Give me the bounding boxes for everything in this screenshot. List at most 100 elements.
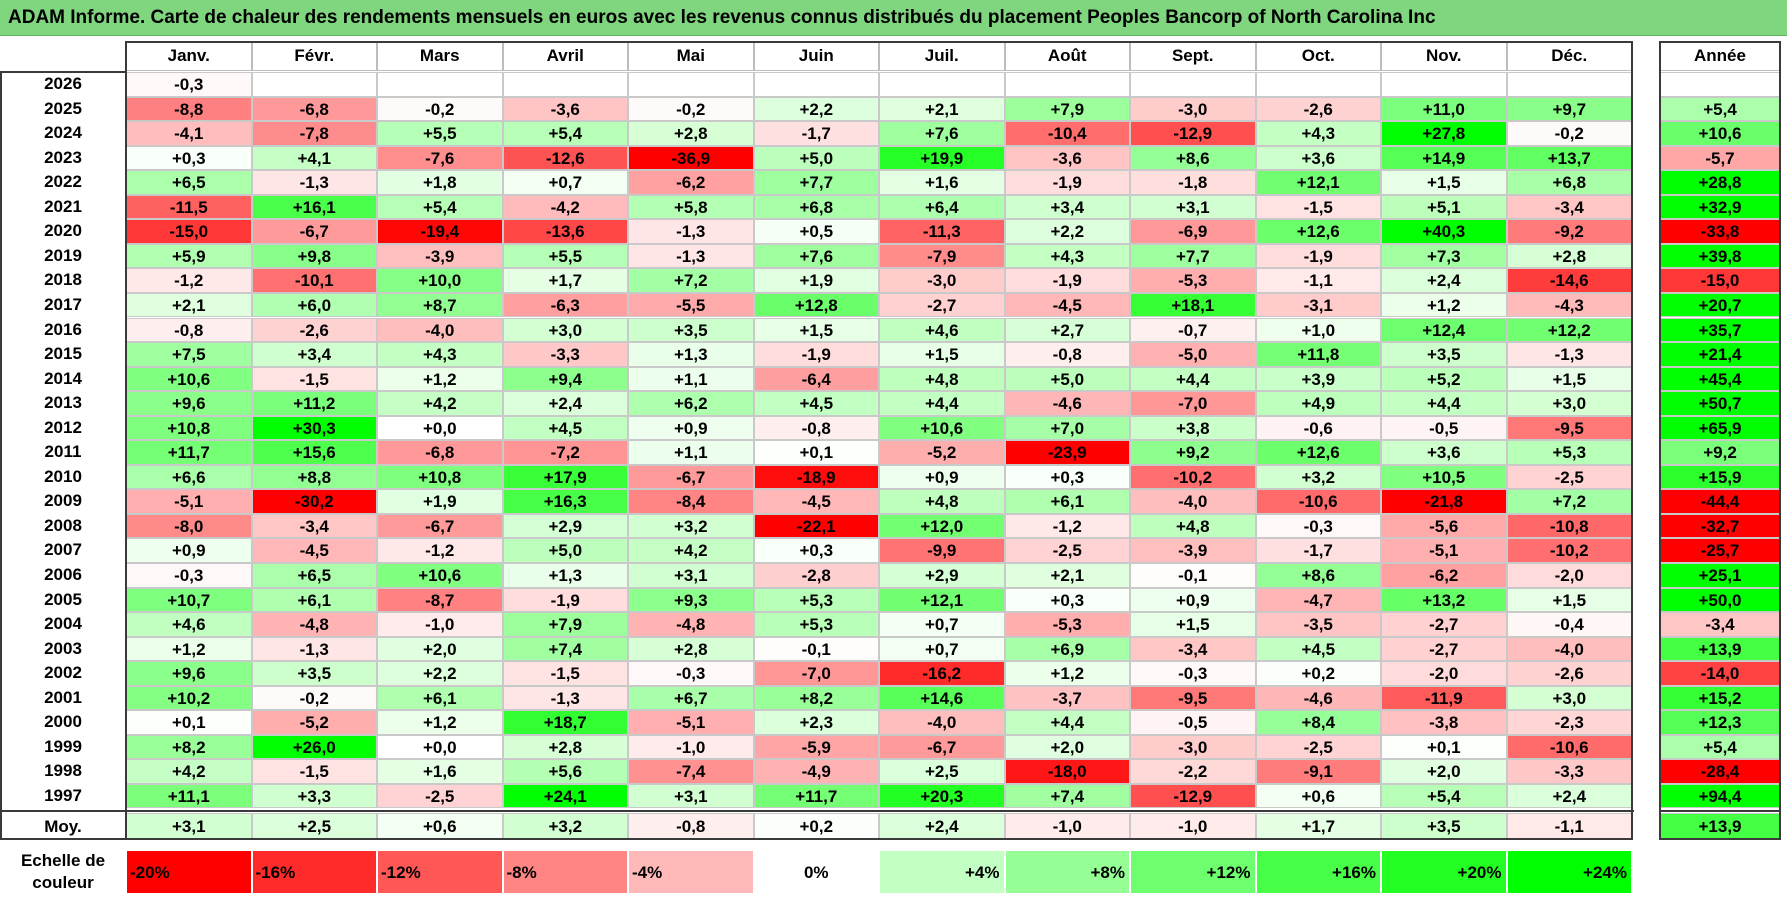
heatmap-cell: +8,6: [1255, 563, 1381, 588]
heatmap-cell: +14,9: [1381, 145, 1507, 171]
heatmap-cell: -12,6: [502, 145, 628, 171]
heatmap-cell: -4,0: [377, 317, 503, 343]
heatmap-cell: -10,2: [1506, 538, 1632, 563]
heatmap-cell: +5,3: [1506, 440, 1632, 465]
year-label: 2005: [44, 589, 82, 609]
heatmap-cell: -4,1: [126, 121, 252, 146]
year-label: 2023: [44, 147, 82, 167]
annual-cell: +65,9: [1660, 415, 1780, 441]
heatmap-cell: -0,8: [753, 415, 879, 441]
heatmap-cell: +12,2: [1506, 317, 1632, 343]
heatmap-cell: +4,3: [377, 342, 503, 367]
heatmap-cell: +5,1: [1381, 194, 1507, 220]
scale-swatch: -8%: [502, 849, 628, 894]
heatmap-cell: +2,0: [1381, 759, 1507, 784]
annual-cell: +45,4: [1660, 366, 1780, 392]
heatmap-cell: -1,2: [126, 268, 252, 293]
heatmap-cell: +1,9: [753, 268, 879, 293]
heatmap-cell: -7,6: [377, 145, 503, 171]
heatmap-cell: +10,7: [126, 587, 252, 613]
heatmap-cell: +1,2: [377, 366, 503, 392]
heatmap-cell: +5,4: [377, 194, 503, 220]
heatmap-cell: +6,5: [126, 170, 252, 195]
heatmap-cell: +5,0: [1004, 366, 1130, 392]
heatmap-cell: +3,8: [1130, 415, 1256, 441]
heatmap-cell: +4,8: [879, 489, 1005, 514]
scale-swatch: +4%: [879, 849, 1005, 894]
heatmap-cell: +4,2: [628, 538, 754, 563]
heatmap-cell: +10,6: [126, 366, 252, 392]
heatmap-cell: +5,6: [502, 759, 628, 784]
heatmap-cell: +18,7: [502, 710, 628, 735]
month-header: Août: [1004, 41, 1130, 71]
heatmap-cell: +4,5: [1255, 636, 1381, 662]
heatmap-cell: +1,5: [879, 342, 1005, 367]
heatmap-cell: -6,3: [502, 292, 628, 318]
heatmap-cell: +2,1: [126, 292, 252, 318]
month-header: Mars: [377, 41, 503, 71]
heatmap-cell: -8,0: [126, 513, 252, 539]
heatmap-cell: [502, 72, 628, 97]
heatmap-cell: +11,7: [126, 440, 252, 465]
heatmap-cell: +3,6: [1255, 145, 1381, 171]
heatmap-cell: +3,6: [1381, 440, 1507, 465]
year-label: 2021: [44, 196, 82, 216]
heatmap-cell: +12,6: [1255, 440, 1381, 465]
heatmap-cell: -2,8: [753, 563, 879, 588]
heatmap-cell: -21,8: [1381, 489, 1507, 514]
heatmap-cell: -10,6: [1506, 734, 1632, 760]
average-cell: -0,8: [628, 812, 754, 840]
heatmap-cell: +1,3: [628, 342, 754, 367]
heatmap-cell: -1,3: [502, 685, 628, 711]
year-label: 1997: [44, 785, 82, 805]
heatmap-cell: -9,5: [1506, 415, 1632, 441]
heatmap-cell: +3,0: [1506, 685, 1632, 711]
heatmap-cell: -0,3: [1255, 513, 1381, 539]
heatmap-cell: [753, 72, 879, 97]
heatmap-cell: [879, 72, 1005, 97]
year-label: 2004: [44, 614, 82, 634]
annual-cell: +50,0: [1660, 587, 1780, 613]
annual-cell: +5,4: [1660, 734, 1780, 760]
heatmap-cell: +3,3: [251, 783, 377, 809]
year-label: 1998: [44, 761, 82, 781]
heatmap-cell: -2,6: [251, 317, 377, 343]
heatmap-cell: -30,2: [251, 489, 377, 514]
year-label: 2016: [44, 319, 82, 339]
heatmap-cell: -3,4: [1506, 194, 1632, 220]
heatmap-cell: -22,1: [753, 513, 879, 539]
heatmap-cell: -5,1: [628, 710, 754, 735]
heatmap-cell: +3,2: [628, 513, 754, 539]
heatmap-cell: +7,5: [126, 342, 252, 367]
heatmap-cell: +0,1: [126, 710, 252, 735]
heatmap-cell: +2,4: [1381, 268, 1507, 293]
heatmap-cell: +13,7: [1506, 145, 1632, 171]
heatmap-cell: -0,2: [251, 685, 377, 711]
annual-cell: +13,9: [1660, 636, 1780, 662]
heatmap-cell: +7,3: [1381, 243, 1507, 269]
heatmap-cell: +2,0: [377, 636, 503, 662]
average-cell: +3,2: [502, 812, 628, 840]
heatmap-cell: +6,2: [628, 391, 754, 416]
heatmap-cell: -8,4: [628, 489, 754, 514]
heatmap-cell: -1,9: [502, 587, 628, 613]
heatmap-cell: -5,3: [1004, 612, 1130, 637]
heatmap-cell: +1,6: [879, 170, 1005, 195]
heatmap-cell: +12,1: [1255, 170, 1381, 195]
annual-cell: +9,2: [1660, 440, 1780, 465]
heatmap-cell: +0,2: [1255, 661, 1381, 686]
heatmap-cell: -4,6: [1004, 391, 1130, 416]
heatmap-cell: -3,1: [1255, 292, 1381, 318]
heatmap-cell: +4,8: [1130, 513, 1256, 539]
annual-cell: -28,4: [1660, 759, 1780, 784]
heatmap-cell: +1,0: [1255, 317, 1381, 343]
heatmap-cell: +7,6: [879, 121, 1005, 146]
annual-cell: -14,0: [1660, 661, 1780, 686]
heatmap-cell: -0,3: [1130, 661, 1256, 686]
heatmap-cell: +3,9: [1255, 366, 1381, 392]
heatmap-cell: -3,9: [1130, 538, 1256, 563]
heatmap-cell: -5,1: [1381, 538, 1507, 563]
heatmap-cell: +10,6: [377, 563, 503, 588]
heatmap-cell: -6,7: [879, 734, 1005, 760]
heatmap-cell: +1,2: [1004, 661, 1130, 686]
